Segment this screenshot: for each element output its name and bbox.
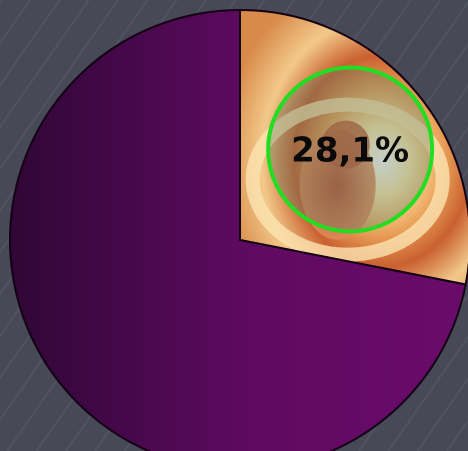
pie-slice-1 [9, 8, 467, 451]
highlight-circle [266, 65, 435, 234]
slice-percent-label: 28,1% [291, 130, 409, 170]
pie-labels: 28,1% [266, 65, 435, 234]
pie-slices [9, 8, 468, 451]
slice-photo-fill [245, 97, 450, 262]
